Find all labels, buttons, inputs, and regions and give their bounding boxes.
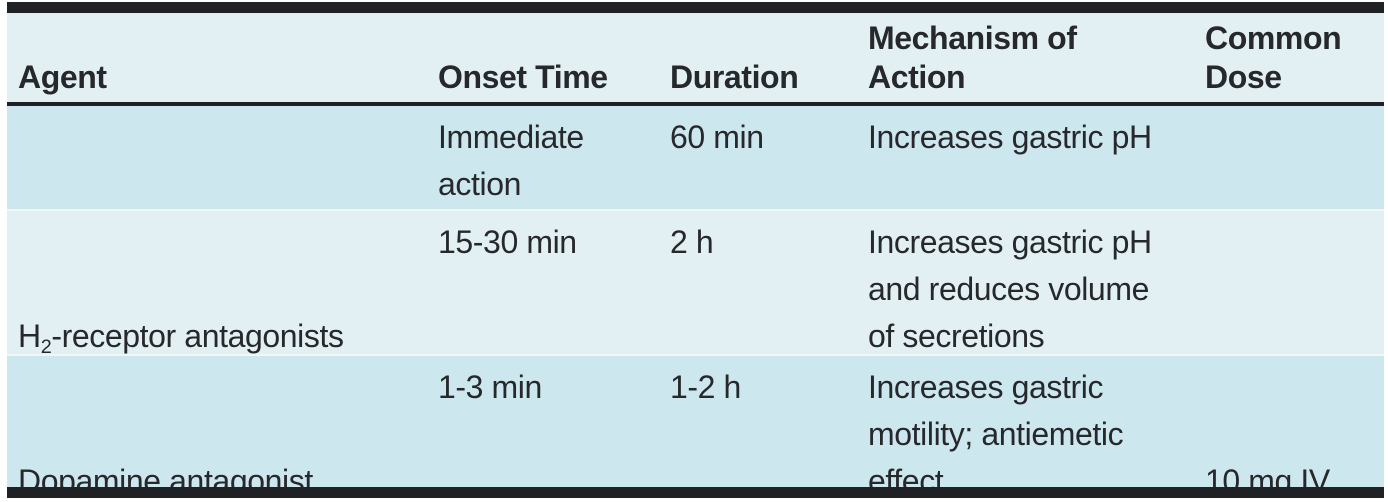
- duration-cell: 2 h: [670, 224, 714, 260]
- dose-value: 10 mg IV: [1205, 463, 1330, 487]
- table-row-dopamine-antagonist: Dopamine antagonist Metoclopramide 1-3 m…: [7, 354, 1384, 487]
- column-header-common-dose: Common Dose: [1205, 20, 1342, 95]
- dose-cell: 30 mL: [1194, 106, 1384, 209]
- column-header-agent: Agent: [18, 59, 107, 95]
- dose-cell: 10 mg IV: [1194, 356, 1384, 487]
- mechanism-cell: Increases gastric motility; antiemetic e…: [868, 369, 1124, 487]
- agent-cell: H2-receptor antagonists Ranitidine Famot…: [7, 211, 427, 354]
- column-header-duration: Duration: [670, 59, 799, 95]
- column-header-onset-time: Onset Time: [438, 59, 608, 95]
- dose-value: 30 mL: [1205, 208, 1376, 209]
- table-row-h2-receptor-antagonists: H2-receptor antagonists Ranitidine Famot…: [7, 209, 1384, 354]
- dose-cell: 50 mg IV 20 mg IV: [1194, 211, 1384, 354]
- onset-time-cell: 15-30 min: [438, 224, 577, 260]
- top-rule: [7, 2, 1384, 13]
- agent-name: Dopamine antagonist: [18, 463, 313, 487]
- agent-name-suffix: -receptor antagonists: [51, 318, 344, 354]
- agent-name: Nonparticulate antacid: [18, 208, 419, 209]
- agent-name: H2-receptor antagonists: [18, 313, 419, 354]
- table-header-row: Agent Onset Time Duration Mechanism of A…: [7, 13, 1384, 106]
- mechanism-cell: Increases gastric pH: [868, 119, 1152, 155]
- agent-cell: Dopamine antagonist Metoclopramide: [7, 356, 427, 487]
- onset-time-cell: 1-3 min: [438, 369, 542, 405]
- bottom-rule: [7, 487, 1384, 498]
- onset-time-cell: Immediate action: [438, 119, 584, 202]
- mechanism-cell: Increases gastric pH and reduces volume …: [868, 224, 1152, 354]
- duration-cell: 60 min: [670, 119, 764, 155]
- subscript-2: 2: [40, 335, 52, 354]
- column-header-mechanism-of-action: Mechanism of Action: [868, 20, 1077, 95]
- agent-cell: Nonparticulate antacid 0.3 M sodium citr…: [7, 106, 427, 209]
- table-row-nonparticulate-antacid: Nonparticulate antacid 0.3 M sodium citr…: [7, 106, 1384, 209]
- agent-name-prefix: H: [18, 318, 41, 354]
- duration-cell: 1-2 h: [670, 369, 741, 405]
